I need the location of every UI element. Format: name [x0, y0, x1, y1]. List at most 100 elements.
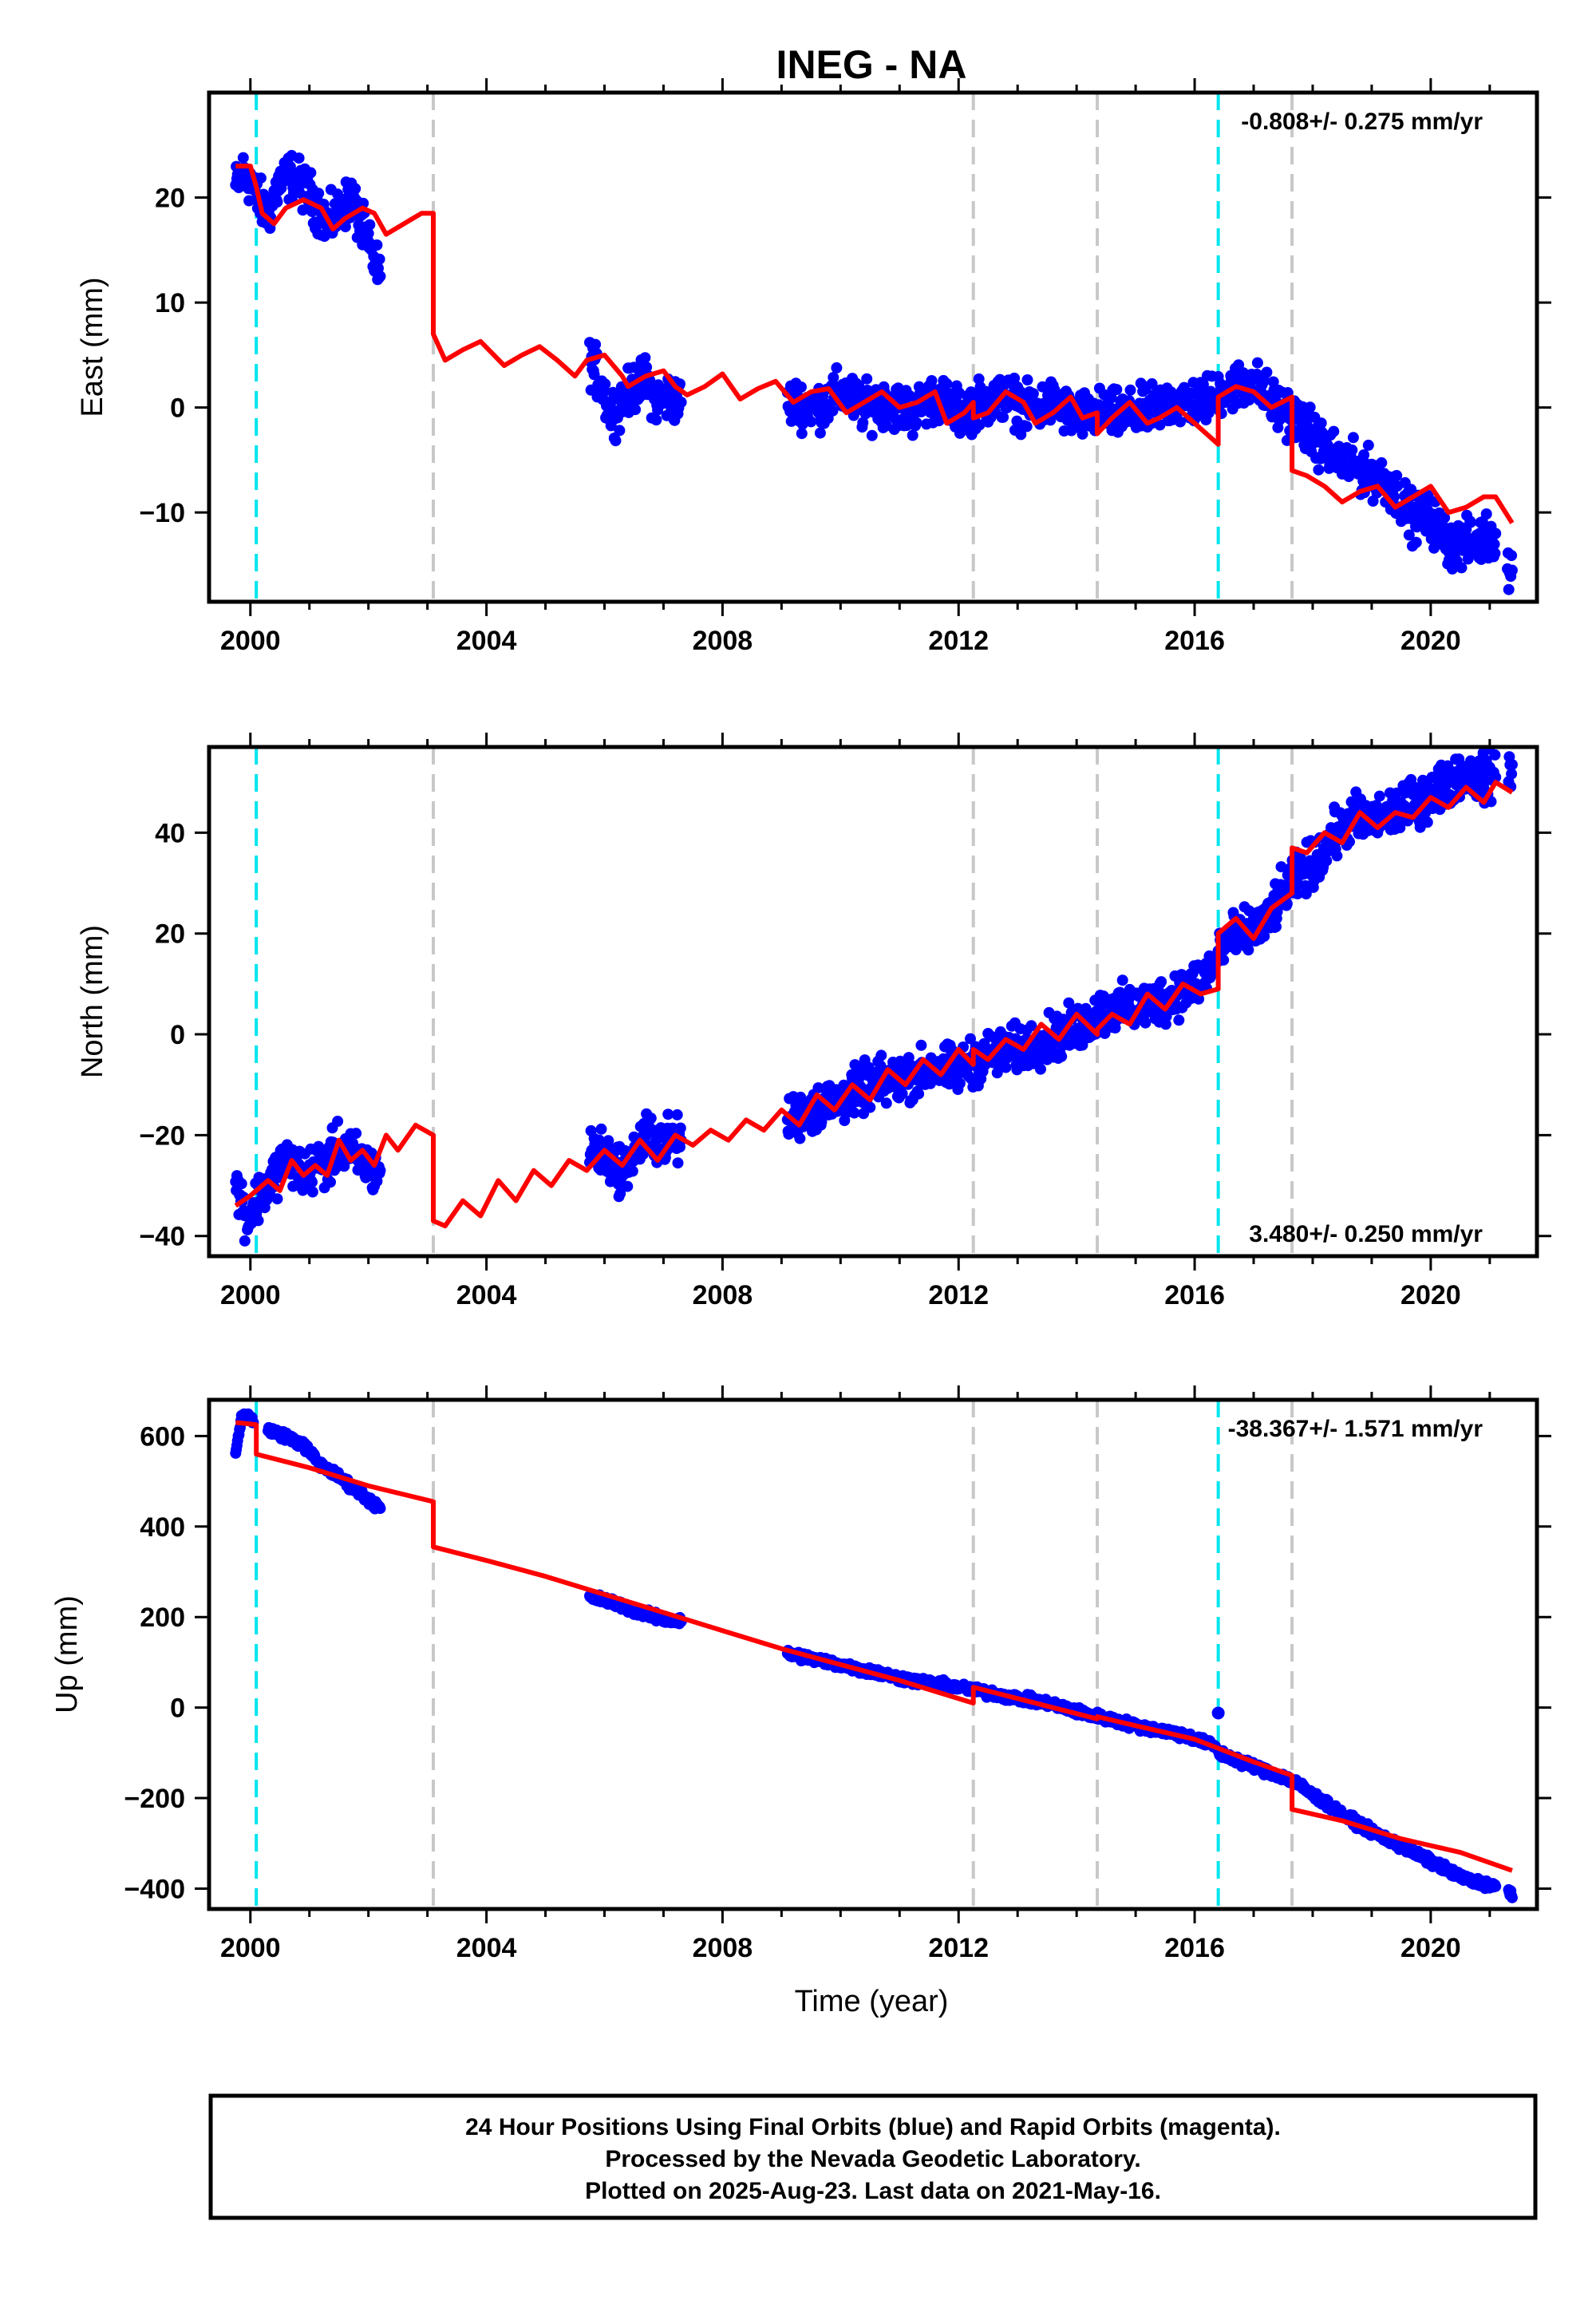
- plot-frame: [207, 745, 1539, 1259]
- data-point: [1300, 888, 1312, 899]
- data-point: [610, 435, 622, 447]
- data-point: [1315, 417, 1327, 429]
- data-point: [1346, 444, 1358, 456]
- data-point: [954, 1077, 966, 1089]
- y-tick-label: −40: [139, 1222, 185, 1252]
- x-tick-label: 2004: [456, 626, 517, 656]
- velocity-label: 3.480+/- 0.250 mm/yr: [1249, 1221, 1483, 1247]
- data-point: [641, 362, 653, 373]
- data-point: [1313, 464, 1325, 476]
- y-tick-label: 600: [140, 1421, 185, 1452]
- data-point: [1456, 562, 1468, 574]
- data-point: [1362, 439, 1374, 451]
- data-point: [1490, 1880, 1502, 1892]
- data-point: [941, 377, 953, 389]
- data-point: [848, 1107, 860, 1119]
- y-tick-label: 20: [155, 184, 185, 214]
- data-point: [1021, 374, 1033, 385]
- data-point: [1405, 773, 1417, 785]
- data-point: [1270, 921, 1282, 933]
- data-point: [614, 425, 626, 437]
- x-tick-label: 2000: [220, 1280, 281, 1310]
- data-point: [864, 1101, 876, 1113]
- data-point: [1373, 790, 1385, 802]
- plot-frame: [207, 90, 1539, 604]
- x-tick-label: 2012: [928, 626, 989, 656]
- data-point: [1063, 997, 1075, 1009]
- x-tick-label: 2008: [693, 626, 753, 656]
- panel-up: 2000 2004 2008 2012 2016 20206004002000−200−4…: [50, 1385, 1551, 1963]
- data-point: [1391, 787, 1403, 799]
- data-point: [828, 372, 839, 383]
- x-tick-label: 2016: [1164, 1280, 1225, 1310]
- data-point: [374, 1503, 386, 1515]
- data-point: [926, 375, 938, 386]
- data-point: [1506, 550, 1518, 562]
- y-tick-label: 0: [170, 393, 185, 424]
- observation-points: [230, 1408, 1518, 1903]
- data-point: [1124, 384, 1136, 396]
- data-point: [1146, 377, 1158, 389]
- model-line: [234, 780, 1514, 1229]
- data-point: [306, 1186, 318, 1198]
- x-tick-label: 2012: [928, 1933, 989, 1963]
- data-point: [1056, 1050, 1068, 1062]
- data-point: [1480, 508, 1492, 520]
- y-tick-label: −400: [124, 1874, 185, 1904]
- data-point: [630, 404, 642, 416]
- data-point: [1347, 432, 1359, 444]
- data-point: [671, 1109, 683, 1120]
- data-point: [639, 352, 651, 364]
- data-point: [1490, 771, 1502, 783]
- data-point: [853, 380, 865, 392]
- data-point: [794, 1132, 806, 1144]
- y-axis-title: East (mm): [76, 277, 109, 417]
- data-point: [614, 1188, 626, 1199]
- x-tick-label: 2016: [1164, 1933, 1225, 1963]
- data-point: [599, 378, 611, 390]
- data-point: [1488, 538, 1500, 550]
- plot-area: [230, 1400, 1518, 1909]
- data-point: [827, 405, 839, 417]
- data-point: [857, 417, 869, 429]
- data-point: [1175, 416, 1186, 428]
- data-point: [980, 385, 992, 397]
- x-tick-label: 2008: [693, 1933, 753, 1963]
- data-point: [814, 427, 826, 439]
- data-point: [235, 1178, 247, 1190]
- plot-area: [230, 93, 1518, 602]
- data-point: [1328, 425, 1340, 437]
- data-point: [805, 416, 817, 428]
- y-tick-label: 40: [155, 818, 185, 848]
- y-tick-label: 400: [140, 1512, 185, 1543]
- data-point: [325, 1176, 336, 1188]
- data-point: [1403, 529, 1415, 541]
- data-point: [1506, 768, 1518, 780]
- data-point: [662, 1109, 674, 1120]
- data-point: [374, 271, 386, 283]
- data-point: [1211, 1706, 1225, 1720]
- data-point: [350, 1128, 362, 1140]
- footer-line-3: Plotted on 2025-Aug-23. Last data on 202…: [585, 2178, 1161, 2204]
- data-point: [1439, 512, 1451, 524]
- y-tick-label: 0: [170, 1694, 185, 1724]
- y-axis-title: North (mm): [76, 925, 109, 1078]
- data-point: [1140, 1017, 1152, 1029]
- plot-frame: [207, 1397, 1539, 1911]
- data-point: [1304, 401, 1316, 413]
- data-point: [913, 1088, 925, 1100]
- data-point: [812, 1082, 824, 1094]
- footer-line-1: 24 Hour Positions Using Final Orbits (bl…: [465, 2114, 1281, 2140]
- data-point: [252, 1215, 264, 1227]
- data-point: [1035, 1063, 1046, 1075]
- x-tick-label: 2012: [928, 1280, 989, 1310]
- data-point: [816, 1116, 828, 1128]
- data-point: [1116, 974, 1128, 986]
- data-point: [358, 197, 369, 209]
- data-point: [1292, 887, 1304, 899]
- data-point: [915, 1039, 927, 1051]
- data-point: [305, 167, 317, 179]
- y-tick-label: −10: [139, 498, 185, 528]
